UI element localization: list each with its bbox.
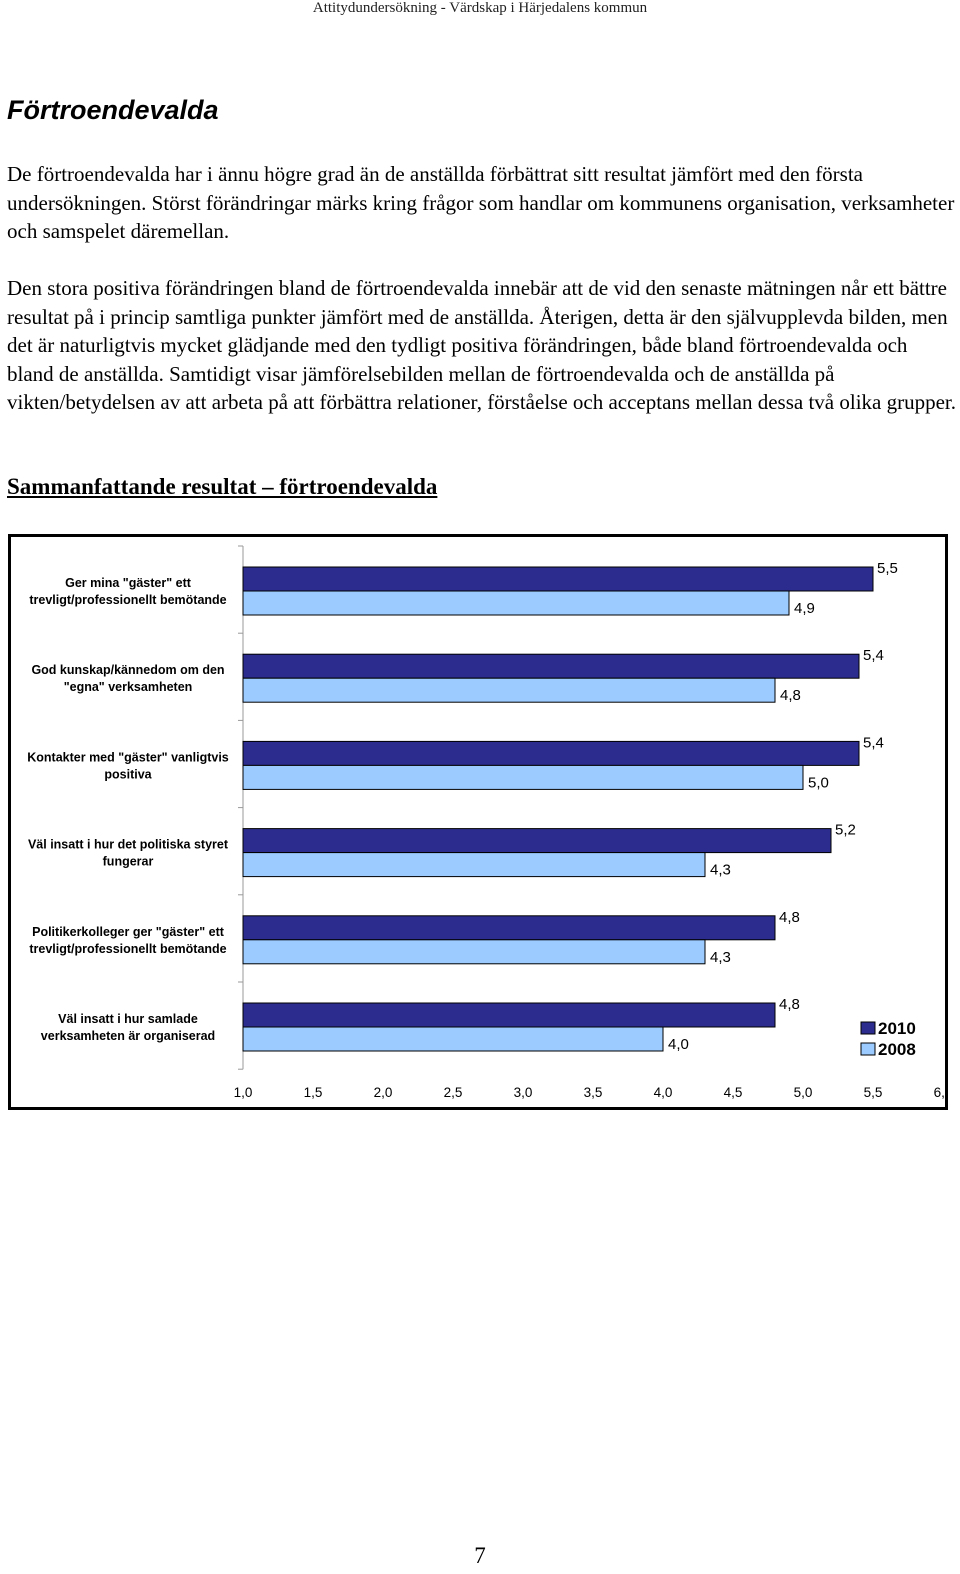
data-label-2010: 4,8	[779, 996, 800, 1013]
category-label: God kunskap/kännedom om den	[31, 663, 224, 677]
x-tick-label: 2,5	[444, 1085, 463, 1100]
data-label-2008: 4,3	[710, 862, 731, 879]
data-label-2010: 4,8	[779, 909, 800, 926]
x-tick-label: 1,5	[304, 1085, 323, 1100]
bar-2008	[242, 939, 706, 965]
bar-2008	[242, 764, 804, 790]
bar-2010	[242, 915, 776, 941]
x-tick-label: 3,0	[514, 1085, 533, 1100]
x-tick-label: 6,0	[934, 1085, 945, 1100]
section-title: Förtroendevalda	[7, 95, 219, 125]
data-label-2008: 4,3	[710, 949, 731, 966]
data-label-2008: 5,0	[808, 774, 829, 791]
category-label: Väl insatt i hur samlade	[58, 1012, 198, 1026]
data-label-2010: 5,4	[863, 647, 884, 664]
data-label-2008: 4,0	[668, 1036, 689, 1053]
category-label: "egna" verksamheten	[64, 680, 193, 694]
bar-2010	[242, 828, 832, 854]
x-tick-label: 2,0	[374, 1085, 393, 1100]
category-label: Ger mina "gäster" ett	[65, 576, 192, 590]
x-tick-label: 4,5	[724, 1085, 743, 1100]
data-label-2008: 4,8	[780, 687, 801, 704]
analysis-paragraph: Den stora positiva förändringen bland de…	[7, 276, 957, 414]
intro-paragraph: De förtroendevalda har i ännu högre grad…	[7, 162, 955, 243]
category-label: fungerar	[103, 855, 154, 869]
bar-2008	[242, 852, 706, 878]
x-tick-label: 5,5	[864, 1085, 883, 1100]
running-header: Attitydundersökning - Värdskap i Härjeda…	[312, 0, 648, 16]
bar-chart: 5,5 4,9 Ger mina "gäster" ett trevligt/prof…	[27, 545, 945, 1100]
x-tick-label: 4,0	[654, 1085, 673, 1100]
legend-label-2008: 2008	[878, 1040, 916, 1059]
data-label-2010: 5,4	[863, 734, 884, 751]
bar-2010	[242, 1002, 776, 1028]
category-label: trevligt/professionellt bemötande	[29, 942, 226, 956]
data-label-2010: 5,5	[877, 560, 898, 577]
x-tick-label: 3,5	[584, 1085, 603, 1100]
category-label: Väl insatt i hur det politiska styret	[28, 838, 229, 852]
x-tick-label: 1,0	[234, 1085, 253, 1100]
data-label-2008: 4,9	[794, 600, 815, 617]
legend-swatch-2008	[860, 1042, 876, 1056]
category-label: positiva	[104, 767, 152, 781]
category-label: Politikerkolleger ger "gäster" ett	[32, 925, 225, 939]
x-tick-label: 5,0	[794, 1085, 813, 1100]
category-label: verksamheten är organiserad	[41, 1029, 215, 1043]
bar-2010	[242, 566, 874, 592]
bar-2008	[242, 590, 790, 616]
bar-2008	[242, 677, 776, 703]
data-label-2010: 5,2	[835, 822, 856, 839]
chart-frame: 5,5 4,9 Ger mina "gäster" ett trevligt/prof…	[8, 534, 948, 1110]
category-label: trevligt/professionellt bemötande	[29, 593, 226, 607]
legend-label-2010: 2010	[878, 1019, 916, 1038]
page-number: 7	[474, 1543, 486, 1568]
legend-swatch-2010	[860, 1021, 876, 1035]
chart-heading: Sammanfattande resultat – förtroendevald…	[7, 474, 438, 499]
bar-2008	[242, 1026, 664, 1052]
bar-2010	[242, 740, 860, 766]
bar-2010	[242, 653, 860, 679]
category-label: Kontakter med "gäster" vanligtvis	[27, 750, 229, 764]
